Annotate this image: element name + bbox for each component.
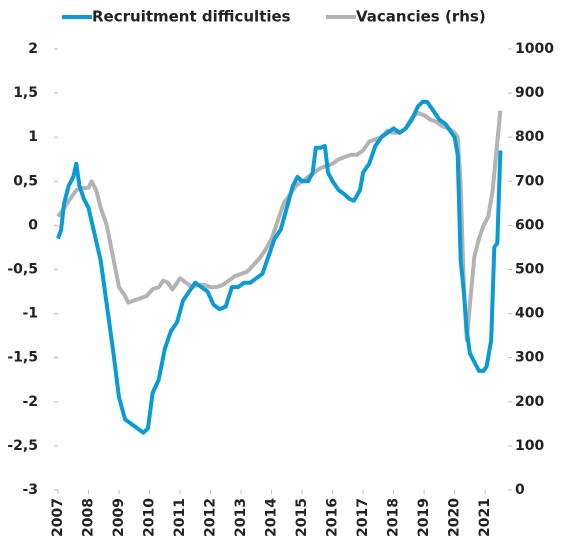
y-tick-label: 1 [28,129,38,145]
y2-tick-label: 0 [515,482,525,498]
x-tick-label: 2013 [233,498,249,537]
y2-tick-label: 800 [515,129,544,145]
x-tick-label: 2015 [294,498,310,537]
x-tick-label: 2009 [111,498,127,537]
y-tick-label: 0,5 [13,173,38,189]
line-series [56,99,503,435]
x-tick-label: 2020 [447,498,463,537]
y2-tick-label: 300 [515,350,544,366]
y-tick-label: -1 [22,306,38,322]
y-tick-label: -1,5 [7,350,38,366]
x-tick-label: 2012 [203,498,219,537]
y-tick-label: -0,5 [7,262,38,278]
y2-tick-label: 200 [515,394,544,410]
y-tick-label: 0 [28,217,38,233]
y2-tick-label: 900 [515,85,544,101]
x-tick-label: 2011 [172,498,188,537]
y2-tick-label: 1000 [515,41,554,57]
x-tick-label: 2021 [477,498,493,537]
y-tick-label: 1,5 [13,85,38,101]
y-tick-label: -2,5 [7,438,38,454]
line-series [56,110,503,343]
legend: Recruitment difficulties Vacancies (rhs) [62,8,486,26]
x-tick-label: 2016 [325,498,341,537]
y-tick-label: -3 [22,482,38,498]
y2-tick-label: 400 [515,306,544,322]
x-tick-label: 2007 [50,498,66,537]
y2-tick-label: 500 [515,262,544,278]
y2-tick-label: 100 [515,438,544,454]
y-tick-label: -2 [22,394,38,410]
legend-label: Vacancies (rhs) [356,8,486,26]
x-tick-label: 2014 [264,498,280,537]
y-tick-label: 2 [28,41,38,57]
x-tick-label: 2019 [416,498,432,537]
x-tick-label: 2010 [142,498,158,537]
x-tick-label: 2018 [386,498,402,537]
y2-tick-label: 600 [515,217,544,233]
x-tick-label: 2017 [355,498,371,537]
legend-label: Recruitment difficulties [92,8,291,26]
x-tick-label: 2008 [81,498,97,537]
y2-tick-label: 700 [515,173,544,189]
